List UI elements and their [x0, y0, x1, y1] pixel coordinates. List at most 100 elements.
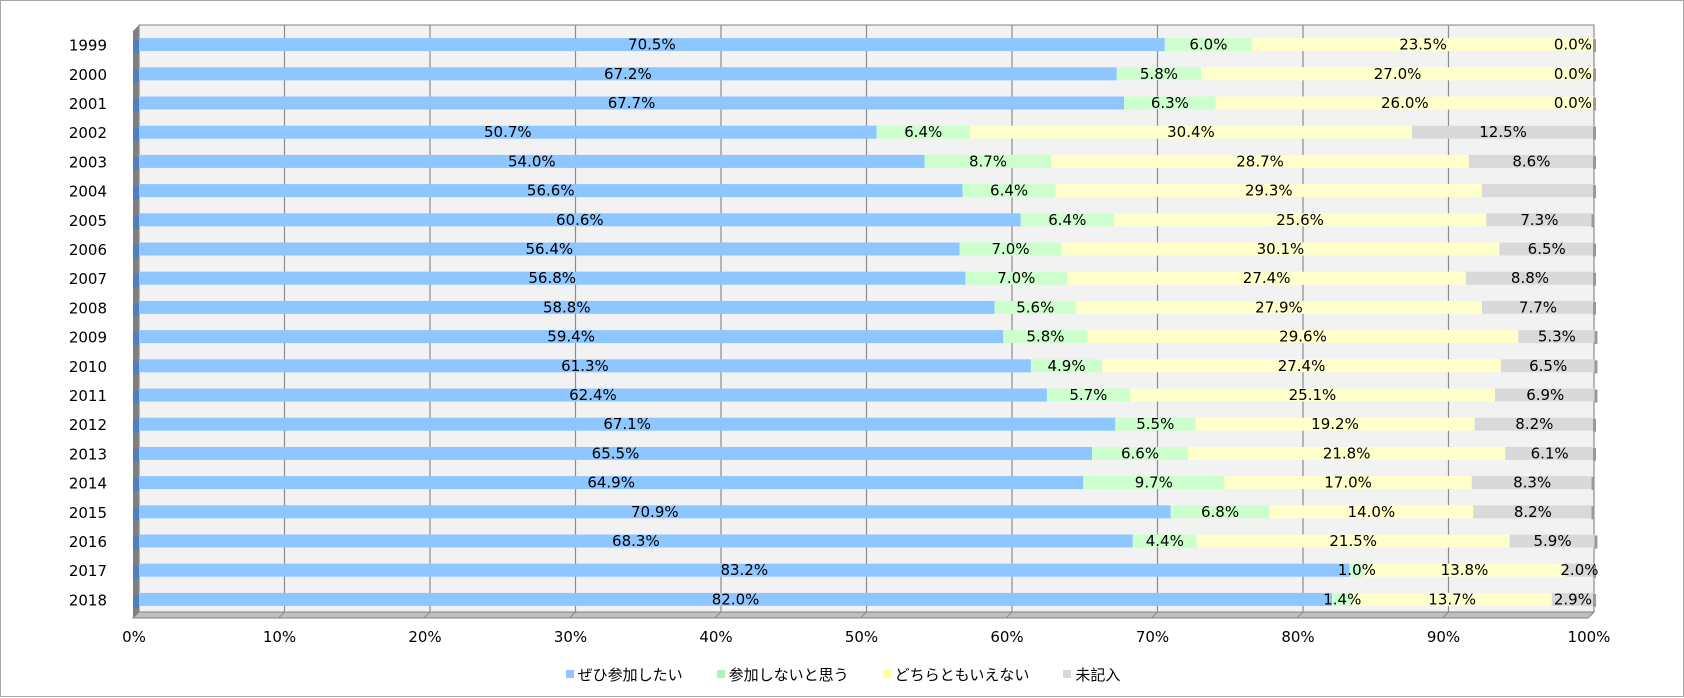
bar-end-2009 — [1594, 331, 1598, 345]
bar-side-2013 — [133, 448, 139, 462]
gridline-floor-40pct — [714, 611, 722, 619]
bar-2000-series-2 — [1201, 67, 1594, 81]
bar-side-2010 — [133, 361, 139, 375]
bar-side-2002 — [133, 127, 139, 141]
data-label-2000-series-3: 0.0% — [1554, 65, 1592, 83]
data-label-2016-series-2: 21.5% — [1329, 532, 1377, 550]
bar-end-2014 — [1591, 477, 1595, 491]
gridline-floor-80pct — [1296, 611, 1304, 619]
gridline-floor-60pct — [1005, 611, 1013, 619]
data-label-2002-series-2: 30.4% — [1167, 123, 1215, 141]
data-label-2007-series-1: 7.0% — [997, 269, 1035, 287]
data-label-2010-series-0: 61.3% — [561, 357, 609, 375]
bar-2007-series-3 — [1465, 271, 1594, 285]
x-tick-label-10pct: 10% — [263, 628, 296, 646]
data-label-2013-series-2: 21.8% — [1323, 444, 1371, 462]
bar-2004-series-0 — [139, 184, 963, 198]
y-tick-label-1999: 1999 — [69, 37, 107, 55]
data-label-2018-series-3: 2.9% — [1554, 590, 1592, 608]
bar-2018-series-2 — [1352, 592, 1552, 606]
bar-2016-series-3 — [1509, 534, 1596, 548]
gridline-floor-70pct — [1151, 611, 1158, 619]
data-label-2000-series-2: 27.0% — [1374, 65, 1422, 83]
bar-side-2008 — [133, 302, 139, 316]
bar-2016-series-0 — [139, 534, 1133, 548]
data-label-2008-series-1: 5.6% — [1016, 298, 1054, 316]
bar-2007-series-0 — [139, 271, 966, 285]
legend-label-1: 参加しないと思う — [728, 665, 849, 684]
bar-2010-series-2 — [1102, 359, 1501, 373]
bar-2010-series-0 — [139, 359, 1031, 373]
bar-2008-series-1 — [994, 300, 1077, 314]
bar-2014-series-0 — [139, 476, 1084, 490]
bar-end-2001 — [1593, 97, 1596, 111]
data-label-2016-series-1: 4.4% — [1146, 532, 1184, 550]
data-label-2005-series-0: 60.6% — [556, 211, 604, 229]
bar-2001-series-2 — [1215, 96, 1594, 110]
bar-end-2016 — [1594, 535, 1598, 549]
bar-2018-series-3 — [1551, 592, 1594, 606]
x-tick-label-60pct: 60% — [990, 628, 1023, 646]
bar-2017-series-3 — [1564, 563, 1594, 577]
data-label-2006-series-1: 7.0% — [991, 240, 1029, 258]
data-label-2009-series-0: 59.4% — [547, 328, 595, 346]
bar-2012-series-2 — [1195, 417, 1475, 431]
bar-1999-series-0 — [139, 38, 1165, 52]
x-tick-label-100pct: 100% — [1568, 628, 1611, 646]
data-label-2003-series-3: 8.6% — [1512, 152, 1550, 170]
y-tick-label-2003: 2003 — [69, 153, 107, 171]
bar-2016-series-1 — [1132, 534, 1197, 548]
gridline-floor-30pct — [569, 611, 576, 619]
data-label-2007-series-0: 56.8% — [528, 269, 576, 287]
data-label-2014-series-0: 64.9% — [587, 474, 635, 492]
bar-2017-series-1 — [1349, 563, 1365, 577]
data-label-2018-series-2: 13.7% — [1428, 590, 1476, 608]
bar-2014-series-2 — [1224, 476, 1472, 490]
data-label-2015-series-2: 14.0% — [1348, 503, 1396, 521]
data-label-2011-series-0: 62.4% — [569, 386, 617, 404]
bar-side-2018 — [133, 594, 139, 608]
data-label-2008-series-2: 27.9% — [1255, 298, 1303, 316]
bar-2014-series-3 — [1471, 476, 1593, 490]
bar-end-2007 — [1593, 272, 1596, 286]
data-label-2015-series-1: 6.8% — [1201, 503, 1239, 521]
bar-2015-series-3 — [1473, 505, 1593, 519]
data-label-2017-series-3: 2.0% — [1560, 561, 1598, 579]
bar-side-2006 — [133, 244, 139, 258]
bar-2017-series-0 — [139, 563, 1350, 577]
data-label-2012-series-0: 67.1% — [603, 415, 651, 433]
bar-2011-series-2 — [1129, 388, 1496, 402]
data-label-2008-series-3: 7.7% — [1519, 298, 1557, 316]
data-label-2012-series-2: 19.2% — [1311, 415, 1359, 433]
bar-end-2013 — [1593, 447, 1596, 461]
y-tick-label-2016: 2016 — [69, 533, 107, 551]
bar-end-2008 — [1593, 301, 1596, 315]
bar-2012-series-1 — [1115, 417, 1196, 431]
legend-swatch-3 — [1063, 670, 1072, 678]
bar-2002-series-0 — [139, 125, 877, 139]
y-tick-label-2001: 2001 — [69, 95, 107, 113]
bar-2015-series-1 — [1170, 505, 1270, 519]
y-tick-label-2011: 2011 — [69, 387, 107, 405]
x-tick-label-40pct: 40% — [699, 628, 732, 646]
legend-item-2: どちらともいえない — [882, 664, 1029, 684]
bar-2009-series-1 — [1003, 330, 1088, 344]
data-label-2008-series-0: 58.8% — [543, 298, 591, 316]
y-tick-label-2000: 2000 — [69, 66, 107, 84]
data-label-2007-series-2: 27.4% — [1243, 269, 1291, 287]
bar-2001-series-1 — [1124, 96, 1216, 110]
data-label-2010-series-2: 27.4% — [1278, 357, 1326, 375]
bar-1999-series-2 — [1252, 38, 1594, 52]
data-label-2009-series-2: 29.6% — [1279, 328, 1327, 346]
bar-2007-series-1 — [965, 271, 1068, 285]
bar-end-2015 — [1591, 506, 1595, 520]
bar-2002-series-1 — [876, 125, 970, 139]
bar-2009-series-2 — [1087, 330, 1519, 344]
data-label-2000-series-1: 5.8% — [1140, 65, 1178, 83]
bar-side-2015 — [133, 507, 139, 521]
gridline-floor-20pct — [423, 611, 431, 619]
data-label-2005-series-1: 6.4% — [1048, 211, 1086, 229]
x-tick-label-70pct: 70% — [1136, 628, 1169, 646]
bar-2005-series-0 — [139, 213, 1021, 227]
